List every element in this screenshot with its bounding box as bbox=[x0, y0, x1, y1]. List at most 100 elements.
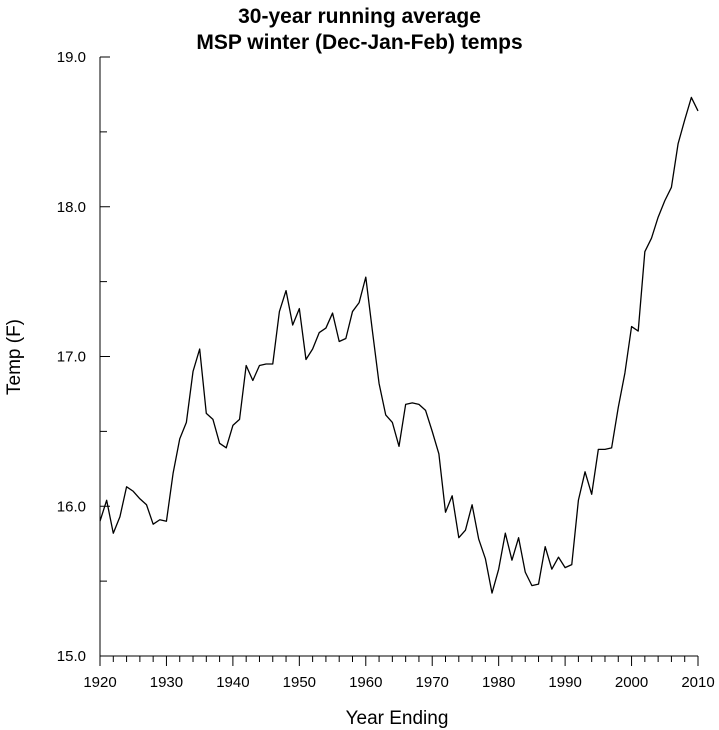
data-point bbox=[597, 448, 600, 451]
data-point bbox=[690, 96, 693, 99]
data-point bbox=[650, 237, 653, 240]
data-point bbox=[298, 307, 301, 310]
data-point bbox=[570, 563, 573, 566]
data-point bbox=[185, 421, 188, 424]
x-tick-label: 1940 bbox=[216, 674, 249, 691]
data-point bbox=[504, 532, 507, 535]
data-point bbox=[477, 538, 480, 541]
y-tick-label: 17.0 bbox=[57, 349, 86, 366]
data-point bbox=[603, 448, 606, 451]
data-point bbox=[424, 409, 427, 412]
data-point bbox=[590, 493, 593, 496]
data-point bbox=[351, 310, 354, 313]
data-point bbox=[497, 568, 500, 571]
data-point bbox=[637, 330, 640, 333]
data-point bbox=[145, 503, 148, 506]
x-tick-label: 1930 bbox=[150, 674, 183, 691]
data-point bbox=[530, 584, 533, 587]
y-tick-label: 15.0 bbox=[57, 648, 86, 665]
data-point bbox=[537, 583, 540, 586]
data-point bbox=[245, 364, 248, 367]
data-point bbox=[218, 442, 221, 445]
data-point bbox=[225, 446, 228, 449]
x-tick-label: 1950 bbox=[283, 674, 316, 691]
data-point bbox=[417, 403, 420, 406]
data-point bbox=[231, 424, 234, 427]
data-point bbox=[158, 518, 161, 521]
data-point bbox=[99, 520, 102, 523]
data-point bbox=[378, 382, 381, 385]
data-point bbox=[192, 370, 195, 373]
data-point bbox=[670, 186, 673, 189]
data-point bbox=[663, 199, 666, 202]
data-point bbox=[324, 327, 327, 330]
data-point bbox=[484, 557, 487, 560]
data-point bbox=[178, 437, 181, 440]
data-point bbox=[152, 523, 155, 526]
data-point bbox=[331, 312, 334, 315]
chart-title: 30-year running average MSP winter (Dec-… bbox=[0, 4, 719, 56]
data-point bbox=[271, 362, 274, 365]
x-axis-label: Year Ending bbox=[346, 708, 449, 729]
data-point bbox=[318, 331, 321, 334]
y-axis-label: Temp (F) bbox=[4, 319, 25, 395]
data-point bbox=[584, 470, 587, 473]
data-point bbox=[118, 515, 121, 518]
data-point bbox=[524, 571, 527, 574]
chart-title-line2: MSP winter (Dec-Jan-Feb) temps bbox=[196, 31, 523, 54]
ticks bbox=[99, 56, 699, 666]
data-point bbox=[431, 430, 434, 433]
data-point bbox=[643, 250, 646, 253]
data-point bbox=[398, 445, 401, 448]
data-point bbox=[411, 401, 414, 404]
data-point bbox=[251, 379, 254, 382]
data-point bbox=[344, 337, 347, 340]
x-tick-label: 1920 bbox=[83, 674, 116, 691]
data-point bbox=[457, 536, 460, 539]
data-point bbox=[291, 324, 294, 327]
data-point bbox=[238, 418, 241, 421]
data-point bbox=[371, 330, 374, 333]
data-point bbox=[557, 556, 560, 559]
data-point bbox=[444, 511, 447, 514]
data-point bbox=[630, 325, 633, 328]
data-point bbox=[391, 421, 394, 424]
data-point bbox=[198, 348, 201, 351]
data-point bbox=[677, 142, 680, 145]
y-tick-label: 18.0 bbox=[57, 199, 86, 216]
data-point bbox=[657, 216, 660, 219]
data-point bbox=[258, 364, 261, 367]
data-point bbox=[550, 568, 553, 571]
series-line bbox=[99, 96, 699, 594]
data-point bbox=[358, 301, 361, 304]
data-point bbox=[384, 413, 387, 416]
y-tick-label: 16.0 bbox=[57, 498, 86, 515]
data-point bbox=[278, 310, 281, 313]
x-tick-label: 1980 bbox=[482, 674, 515, 691]
data-point bbox=[311, 348, 314, 351]
x-tick-label: 2000 bbox=[615, 674, 648, 691]
x-tick-label: 1990 bbox=[548, 674, 581, 691]
data-point bbox=[451, 494, 454, 497]
data-point bbox=[683, 118, 686, 121]
data-point bbox=[338, 340, 341, 343]
data-point bbox=[510, 559, 513, 562]
x-tick-label: 1960 bbox=[349, 674, 382, 691]
data-point bbox=[617, 406, 620, 409]
data-point bbox=[132, 490, 135, 493]
chart-title-line1: 30-year running average bbox=[238, 5, 481, 28]
x-tick-label: 2010 bbox=[681, 674, 714, 691]
data-point bbox=[172, 472, 175, 475]
y-tick-label: 19.0 bbox=[57, 49, 86, 66]
data-point bbox=[112, 532, 115, 535]
data-point bbox=[125, 485, 128, 488]
data-point bbox=[544, 545, 547, 548]
data-point bbox=[610, 446, 613, 449]
data-point bbox=[205, 412, 208, 415]
data-point bbox=[437, 452, 440, 455]
data-point bbox=[564, 566, 567, 569]
data-point bbox=[404, 403, 407, 406]
data-point bbox=[211, 418, 214, 421]
data-point bbox=[138, 497, 141, 500]
